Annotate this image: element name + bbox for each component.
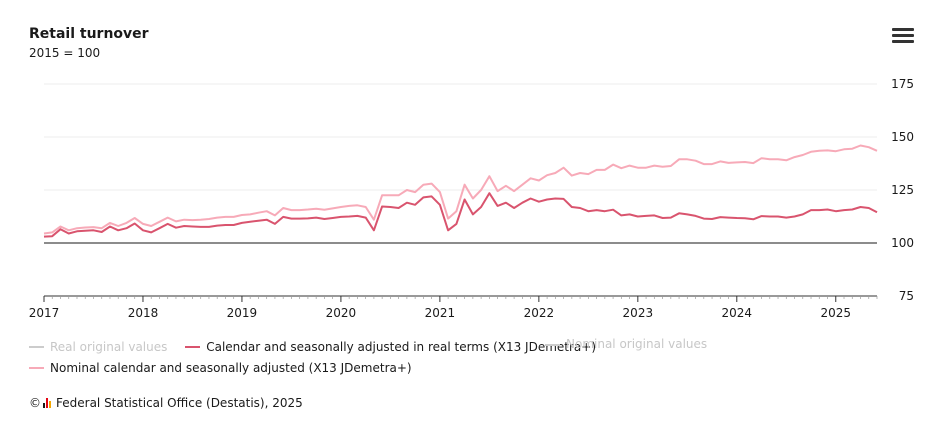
y-tick-label: 175 (891, 77, 914, 91)
chart-credits[interactable]: © Federal Statistical Office (Destatis),… (29, 396, 303, 410)
x-tick-label: 2017 (29, 306, 60, 320)
x-tick-label: 2023 (623, 306, 654, 320)
legend-item-nominal-original[interactable]: Nominal original values (545, 334, 707, 355)
legend-label: Nominal calendar and seasonally adjusted… (50, 360, 412, 375)
legend-row-2: Nominal calendar and seasonally adjusted… (29, 355, 929, 376)
legend-swatch (545, 343, 560, 346)
legend-item-real-adjusted[interactable]: Calendar and seasonally adjusted in real… (185, 337, 596, 358)
credits-text: Federal Statistical Office (Destatis), 2… (56, 396, 303, 410)
x-tick-label: 2025 (820, 306, 851, 320)
series-line-nominal-adjusted (43, 144, 878, 235)
chart-subtitle: 2015 = 100 (29, 46, 101, 60)
y-tick-label: 150 (891, 130, 914, 144)
menu-bar-icon (892, 34, 914, 37)
y-tick-label: 75 (899, 289, 914, 303)
x-tick-label: 2021 (425, 306, 456, 320)
legend-item-nominal-adjusted[interactable]: Nominal calendar and seasonally adjusted… (29, 358, 412, 379)
x-tick-label: 2024 (722, 306, 753, 320)
legend-label: Calendar and seasonally adjusted in real… (206, 339, 597, 354)
y-tick-label: 100 (891, 236, 914, 250)
series-lines (43, 144, 878, 238)
menu-bar-icon (892, 28, 914, 31)
y-axis: 75 100 125 150 175 (891, 77, 914, 303)
legend-swatch (29, 367, 44, 369)
x-tick-label: 2019 (227, 306, 258, 320)
copyright-icon: © (29, 396, 52, 410)
grid-lines (44, 83, 877, 244)
chart-menu-button[interactable] (892, 28, 914, 46)
legend-swatch (185, 346, 201, 348)
menu-bar-icon (892, 40, 914, 43)
series-line-real-adjusted (43, 192, 878, 238)
legend-swatch (29, 346, 44, 348)
x-tick-label: 2018 (128, 306, 159, 320)
legend-label: Nominal original values (566, 337, 708, 351)
y-tick-label: 125 (891, 183, 914, 197)
legend-row-1: Real original values Calendar and season… (29, 334, 929, 355)
legend-label: Real original values (50, 339, 168, 354)
destatis-logo-icon (43, 398, 52, 408)
x-tick-label: 2022 (524, 306, 555, 320)
chart-legend: Real original values Calendar and season… (29, 334, 929, 376)
legend-item-real-original[interactable]: Real original values (29, 337, 167, 358)
x-axis: 2017 2018 2019 2020 2021 2022 2023 2024 2025 (29, 295, 878, 320)
x-tick-label: 2020 (326, 306, 357, 320)
chart-title: Retail turnover (29, 26, 149, 42)
